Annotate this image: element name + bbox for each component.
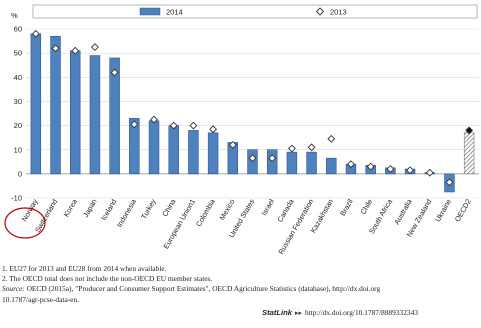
bar-2014-japan	[90, 56, 100, 174]
x-tick-label: Colombia	[194, 197, 217, 228]
legend-label-2014: 2014	[166, 8, 183, 17]
bar-2014-oecd	[464, 133, 474, 174]
marker-2013-colombia	[210, 126, 217, 133]
x-tick-label: Israel	[259, 197, 276, 217]
x-tick-label: OECD2	[453, 197, 473, 223]
y-tick-label: 30	[14, 97, 22, 106]
source-line: Source: OECD (2015a), "Producer and Cons…	[2, 284, 480, 294]
source-continuation[interactable]: 10.1787/agr-pcse-data-en.	[2, 295, 480, 305]
source-label: Source:	[2, 284, 25, 293]
statlink-logo: StatLink	[262, 308, 292, 317]
x-tick-label: Norway	[20, 197, 40, 223]
bar-2014-european-union	[188, 130, 198, 173]
marker-2013-canada	[289, 145, 296, 152]
y-tick-label: 60	[14, 25, 22, 34]
bar-2014-kazakhstan	[326, 158, 336, 174]
statlink[interactable]: StatLink ▸▸ http://dx.doi.org/10.1787/8889…	[262, 308, 481, 317]
source-text: OECD (2015a), "Producer and Consumer Sup…	[25, 284, 380, 293]
statlink-url[interactable]: http://dx.doi.org/10.1787/8889332343	[305, 308, 418, 317]
y-tick-label: -10	[11, 194, 22, 203]
y-tick-label: 0	[18, 169, 22, 178]
bar-2014-china	[169, 126, 179, 174]
x-tick-label: Chile	[358, 197, 374, 216]
x-tick-label: Japan	[81, 197, 99, 218]
y-tick-labels: -10 0 10 20 30 40 50 60	[11, 25, 22, 203]
legend: 2014 2013	[33, 5, 477, 18]
notes-block: 1. EU27 for 2013 and EU28 from 2014 when…	[2, 264, 480, 305]
marker-2013-kazakhstan	[328, 136, 335, 143]
bar-2014-switzerland	[51, 36, 61, 174]
x-tick-label: Mexico	[217, 197, 236, 221]
bar-2014-russian-federation	[307, 152, 317, 174]
x-tick-label: Turkey	[139, 197, 158, 221]
x-tick-label: Korea	[62, 197, 79, 218]
marker-2013-new-zealand	[426, 169, 433, 176]
note-2: 2. The OECD total does not include the n…	[2, 274, 480, 284]
y-axis-unit-label: %	[11, 11, 18, 20]
statlink-arrow-icon: ▸▸	[295, 309, 302, 317]
note-1: 1. EU27 for 2013 and EU28 from 2014 when…	[2, 264, 480, 274]
legend-label-2013: 2013	[330, 8, 347, 17]
x-tick-label: Iceland	[99, 197, 118, 222]
legend-swatch-2014	[140, 8, 160, 15]
marker-2013-japan	[92, 44, 99, 51]
x-tick-label: Canada	[275, 197, 295, 223]
y-tick-label: 40	[14, 73, 22, 82]
bar-2014-turkey	[149, 121, 159, 174]
bars-2014	[31, 34, 474, 192]
y-tick-label: 50	[14, 49, 22, 58]
chart: -10 0 10 20 30 40 50 60 % 2014 2013 NorwaySwitz…	[0, 0, 481, 262]
y-tick-label: 20	[14, 121, 22, 130]
marker-2013-european-union	[190, 122, 197, 129]
y-tick-label: 10	[14, 145, 22, 154]
x-tick-label: China	[160, 197, 177, 218]
x-tick-label: Brazil	[338, 197, 355, 217]
bar-2014-norway	[31, 34, 41, 174]
bar-2014-canada	[287, 152, 297, 174]
legend-box	[33, 5, 477, 18]
bar-2014-korea	[70, 51, 80, 174]
bar-2014-colombia	[208, 133, 218, 174]
x-tick-label: Ukraine	[433, 197, 453, 223]
